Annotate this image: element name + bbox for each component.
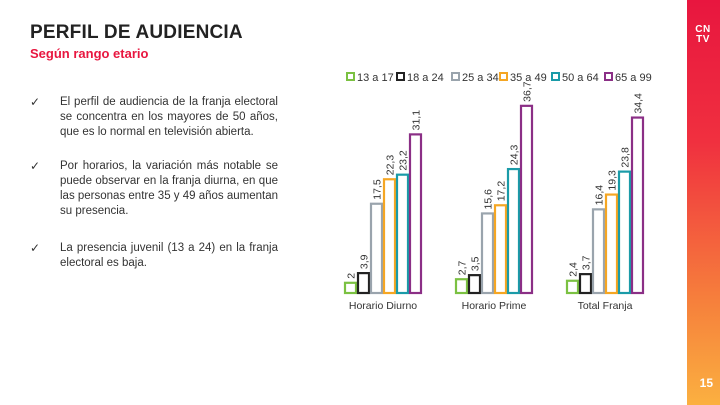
bar bbox=[408, 133, 423, 295]
data-label: 23,8 bbox=[620, 147, 632, 168]
category-label: Total Franja bbox=[578, 300, 633, 312]
legend-swatch bbox=[451, 72, 460, 81]
brand-sidebar: CN TV 15 bbox=[687, 0, 720, 405]
bar bbox=[382, 178, 397, 295]
bar bbox=[493, 204, 508, 295]
bullet-item: ✓ El perfil de audiencia de la franja el… bbox=[30, 95, 278, 140]
legend-swatch bbox=[346, 72, 355, 81]
legend-swatch bbox=[551, 72, 560, 81]
bullet-item: ✓ La presencia juvenil (13 a 24) en la f… bbox=[30, 241, 278, 271]
page-title: PERFIL DE AUDIENCIA bbox=[30, 22, 243, 43]
bullet-item: ✓ Por horarios, la variación más notable… bbox=[30, 159, 278, 219]
data-label: 24,3 bbox=[509, 144, 521, 165]
data-label: 19,3 bbox=[607, 170, 619, 191]
legend-label: 13 a 17 bbox=[357, 72, 394, 84]
check-icon: ✓ bbox=[30, 159, 41, 173]
bullet-text: Por horarios, la variación más notable s… bbox=[60, 160, 279, 217]
data-label: 22,3 bbox=[385, 155, 397, 176]
cntv-logo: CN TV bbox=[690, 25, 716, 45]
data-label: 2,7 bbox=[457, 260, 469, 275]
page-subtitle: Según rango etario bbox=[30, 46, 149, 61]
data-label: 31,1 bbox=[411, 110, 423, 131]
data-label: 36,7 bbox=[522, 81, 534, 102]
bar bbox=[519, 104, 534, 295]
bar bbox=[356, 272, 371, 295]
data-label: 23,2 bbox=[398, 150, 410, 171]
bullet-text: El perfil de audiencia de la franja elec… bbox=[60, 96, 278, 138]
bar bbox=[617, 170, 632, 295]
legend-label: 65 a 99 bbox=[615, 72, 652, 84]
bar bbox=[506, 167, 521, 295]
bar bbox=[578, 273, 593, 295]
bar bbox=[480, 212, 495, 295]
data-label: 16,4 bbox=[594, 185, 606, 206]
bullet-text: La presencia juvenil (13 a 24) en la fra… bbox=[60, 242, 278, 269]
check-icon: ✓ bbox=[30, 241, 41, 255]
data-label: 15,6 bbox=[483, 189, 495, 210]
logo-line-1: CN bbox=[695, 24, 711, 35]
legend-label: 25 a 34 bbox=[462, 72, 499, 84]
bar bbox=[565, 279, 580, 295]
legend-label: 18 a 24 bbox=[407, 72, 444, 84]
data-label: 17,5 bbox=[372, 179, 384, 200]
page-number: 15 bbox=[699, 376, 713, 390]
legend-swatch bbox=[604, 72, 613, 81]
bar bbox=[454, 278, 469, 295]
legend-swatch bbox=[499, 72, 508, 81]
logo-line-2: TV bbox=[696, 34, 710, 45]
legend-label: 35 a 49 bbox=[510, 72, 547, 84]
bar bbox=[591, 208, 606, 295]
check-icon: ✓ bbox=[30, 95, 41, 109]
bar bbox=[343, 281, 358, 295]
category-label: Horario Prime bbox=[462, 300, 527, 312]
data-label: 3,5 bbox=[470, 256, 482, 271]
bar bbox=[369, 202, 384, 295]
data-label: 17,2 bbox=[496, 181, 508, 202]
data-label: 3,9 bbox=[359, 254, 371, 269]
legend-label: 50 a 64 bbox=[562, 72, 599, 84]
data-label: 2,4 bbox=[568, 262, 580, 277]
data-label: 3,7 bbox=[581, 255, 593, 270]
bar bbox=[604, 193, 619, 295]
data-label: 2 bbox=[346, 273, 358, 279]
bar bbox=[630, 116, 645, 295]
data-label: 34,4 bbox=[633, 93, 645, 114]
legend-swatch bbox=[396, 72, 405, 81]
bar bbox=[467, 274, 482, 295]
category-label: Horario Diurno bbox=[349, 300, 417, 312]
bar bbox=[395, 173, 410, 295]
